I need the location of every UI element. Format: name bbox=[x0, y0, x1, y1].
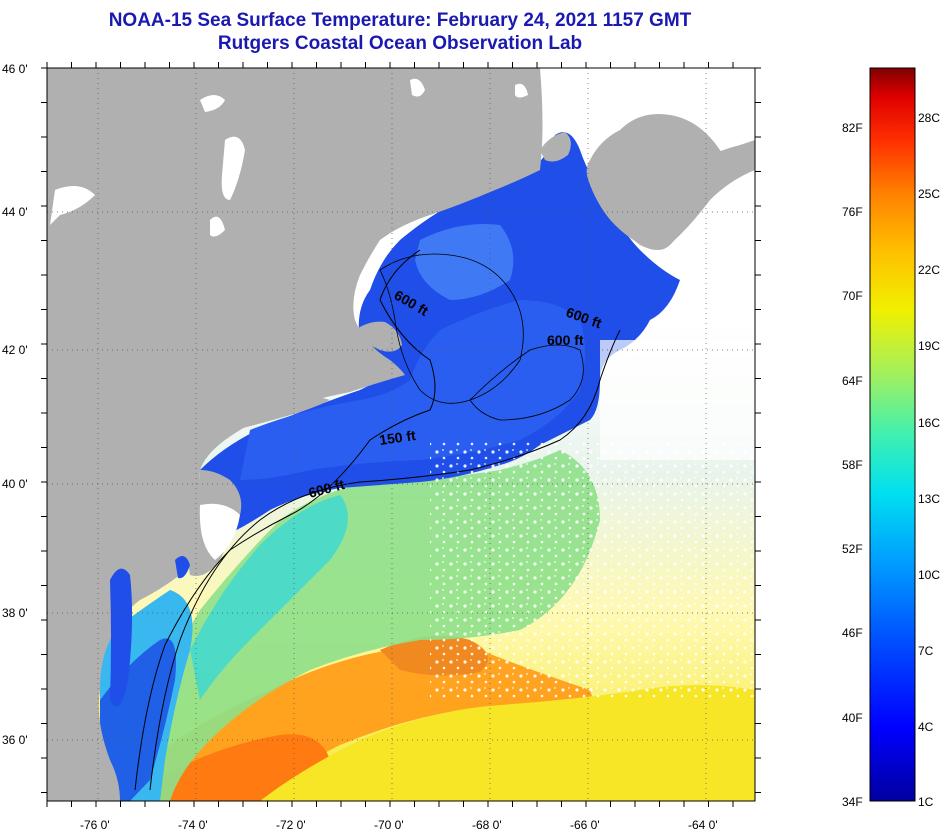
colorbar-label-c: 13C bbox=[918, 492, 940, 506]
lat-label: 40 0' bbox=[2, 477, 28, 491]
lon-label: -72 0' bbox=[276, 818, 306, 832]
map-area: 600 ft 600 ft 600 ft 150 ft 600 ft bbox=[47, 68, 755, 801]
inland-lake bbox=[515, 83, 528, 98]
cyan-water-band bbox=[190, 495, 348, 700]
colorbar-label-c: 28C bbox=[918, 111, 940, 125]
colorbar-label-c: 25C bbox=[918, 187, 940, 201]
white-coastal-area bbox=[199, 503, 240, 560]
lat-label: 36 0' bbox=[2, 733, 28, 747]
depth-label: 600 ft bbox=[547, 332, 584, 348]
colorbar-label-c: 10C bbox=[918, 568, 940, 582]
colorbar-label-f: 34F bbox=[842, 795, 863, 809]
contour-gulf-of-maine bbox=[379, 253, 524, 404]
map-subtitle: Rutgers Coastal Ocean Observation Lab bbox=[217, 33, 583, 54]
gulf-of-maine-light bbox=[415, 224, 514, 300]
colorbar-label-c: 4C bbox=[918, 720, 934, 734]
colorbar-label-f: 76F bbox=[842, 205, 863, 219]
colorbar-label-f: 70F bbox=[842, 289, 863, 303]
colorbar-label-c: 16C bbox=[918, 416, 940, 430]
depth-label: 150 ft bbox=[378, 427, 417, 448]
lon-label: -64 0' bbox=[688, 818, 718, 832]
inland-lake bbox=[200, 95, 225, 112]
cloud-speckle bbox=[430, 440, 755, 700]
colorbar-label-f: 58F bbox=[842, 458, 863, 472]
colorbar-label-f: 64F bbox=[842, 374, 863, 388]
contour-georges-bank bbox=[469, 344, 584, 421]
contour-150ft bbox=[134, 249, 436, 791]
lon-label: -74 0' bbox=[178, 818, 208, 832]
colorbar-label-c: 1C bbox=[918, 795, 934, 809]
colorbar-label-c: 22C bbox=[918, 263, 940, 277]
cloud-cover bbox=[600, 340, 755, 460]
colorbar-label-f: 82F bbox=[842, 121, 863, 135]
lon-label: -68 0' bbox=[472, 818, 502, 832]
inland-lake bbox=[410, 78, 425, 97]
land-mainland bbox=[47, 68, 755, 801]
inland-lake bbox=[221, 136, 245, 200]
lat-label: 42 0' bbox=[2, 343, 28, 357]
colorbar-label-c: 7C bbox=[918, 644, 934, 658]
lat-label: 46 0' bbox=[2, 62, 28, 76]
map-title: NOAA-15 Sea Surface Temperature: Februar… bbox=[108, 10, 692, 31]
chesapeake-bay bbox=[110, 568, 133, 707]
lon-label: -76 0' bbox=[80, 818, 110, 832]
graticule bbox=[47, 68, 755, 801]
colorbar-label-f: 40F bbox=[842, 711, 863, 725]
colorbar-label-f: 52F bbox=[842, 542, 863, 556]
cold-shelf-water-deep bbox=[240, 300, 585, 480]
inland-lake bbox=[210, 216, 225, 237]
yellow-water-region bbox=[260, 685, 755, 801]
colorbar bbox=[869, 67, 916, 802]
inland-lake bbox=[50, 186, 95, 225]
lon-label: -70 0' bbox=[374, 818, 404, 832]
map-frame bbox=[46, 67, 756, 802]
colorbar-label-c: 19C bbox=[918, 339, 940, 353]
cape-cod bbox=[355, 321, 402, 352]
lat-label: 44 0' bbox=[2, 205, 28, 219]
delaware-bay bbox=[175, 556, 190, 579]
land-nova-scotia-tip bbox=[540, 132, 571, 162]
axis-ticks bbox=[41, 62, 761, 807]
lon-label: -66 0' bbox=[570, 818, 600, 832]
contour-600ft bbox=[149, 329, 621, 791]
land-nova-scotia bbox=[590, 140, 755, 249]
colorbar-label-f: 46F bbox=[842, 626, 863, 640]
lat-label: 38 0' bbox=[2, 606, 28, 620]
long-island bbox=[235, 397, 330, 430]
